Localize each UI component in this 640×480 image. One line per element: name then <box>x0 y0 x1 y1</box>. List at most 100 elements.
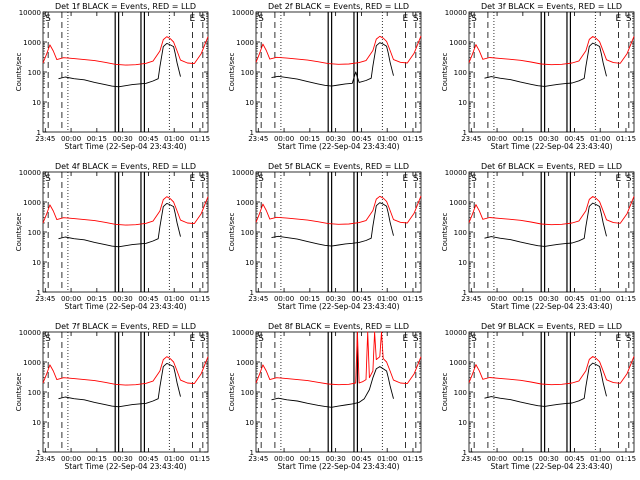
series-line-lld <box>42 356 209 386</box>
series-line-lld <box>42 196 209 226</box>
x-tick-label: 01:00 <box>590 135 610 143</box>
marker-letter: S <box>471 14 477 24</box>
panel-6: Det 6f BLACK = Events, RED = LLD 1 10 100 10… <box>441 162 636 311</box>
y-tick-label: 10 <box>458 99 467 107</box>
series-line-events <box>271 42 394 87</box>
marker-letter: S <box>200 334 206 344</box>
y-axis-label: Counts/sec <box>15 53 23 92</box>
x-tick-label: 00:15 <box>87 135 107 143</box>
y-tick-label: 1 <box>37 289 41 297</box>
marker-letter: E <box>616 14 622 24</box>
x-tick-label: 00:30 <box>326 455 346 463</box>
marker-letter: S <box>258 174 264 184</box>
marker-letter: E <box>616 334 622 344</box>
x-tick-label: 01:15 <box>190 455 210 463</box>
series-line-lld <box>255 35 422 65</box>
y-tick-label: 1 <box>463 449 467 457</box>
marker-letter: S <box>626 174 632 184</box>
x-tick-label: 01:00 <box>164 135 184 143</box>
marker-letter: S <box>200 174 206 184</box>
x-tick-label: 00:15 <box>87 455 107 463</box>
x-tick-label: 00:30 <box>539 295 559 303</box>
y-tick-label: 1000 <box>23 359 41 367</box>
marker-letter: S <box>626 334 632 344</box>
y-axis-label: Counts/sec <box>228 213 236 252</box>
series-line-events <box>58 42 181 88</box>
y-tick-label: 1 <box>37 449 41 457</box>
x-tick-label: 00:15 <box>300 295 320 303</box>
x-tick-label: 00:45 <box>351 455 371 463</box>
marker-letter: S <box>413 14 419 24</box>
x-axis-label: Start Time (22-Sep-04 23:43:40) <box>491 302 613 311</box>
y-tick-label: 1 <box>250 449 254 457</box>
marker-letter: S <box>45 334 51 344</box>
y-tick-label: 100 <box>241 229 254 237</box>
x-tick-label: 01:00 <box>164 295 184 303</box>
y-tick-label: 10 <box>245 259 254 267</box>
x-tick-label: 23:45 <box>35 455 55 463</box>
y-tick-label: 10000 <box>232 9 254 17</box>
x-tick-label: 01:15 <box>403 455 423 463</box>
x-tick-label: 00:00 <box>487 455 507 463</box>
x-tick-label: 23:45 <box>461 455 481 463</box>
x-tick-label: 00:00 <box>274 455 294 463</box>
x-tick-label: 00:30 <box>326 295 346 303</box>
marker-letter: E <box>190 174 196 184</box>
marker-letter: S <box>258 14 264 24</box>
y-axis-label: Counts/sec <box>228 373 236 412</box>
panel-title: Det 1f BLACK = Events, RED = LLD <box>55 2 196 11</box>
marker-letter: S <box>45 14 51 24</box>
y-tick-label: 100 <box>28 69 41 77</box>
x-tick-label: 01:15 <box>190 295 210 303</box>
y-axis-label: Counts/sec <box>15 213 23 252</box>
y-tick-label: 10000 <box>232 329 254 337</box>
x-tick-label: 00:45 <box>138 135 158 143</box>
x-tick-label: 00:30 <box>326 135 346 143</box>
x-tick-label: 00:15 <box>300 455 320 463</box>
x-tick-label: 01:15 <box>190 135 210 143</box>
y-tick-label: 10 <box>32 419 41 427</box>
marker-letter: S <box>413 334 419 344</box>
x-tick-label: 00:45 <box>138 295 158 303</box>
x-tick-label: 00:00 <box>274 135 294 143</box>
x-tick-label: 00:15 <box>300 135 320 143</box>
y-tick-label: 1 <box>463 129 467 137</box>
x-tick-label: 23:45 <box>461 135 481 143</box>
series-line-lld <box>468 356 635 386</box>
x-tick-label: 01:15 <box>403 135 423 143</box>
y-tick-label: 1 <box>250 129 254 137</box>
x-axis-label: Start Time (22-Sep-04 23:43:40) <box>278 462 400 471</box>
x-tick-label: 00:30 <box>113 135 133 143</box>
y-tick-label: 100 <box>28 229 41 237</box>
x-tick-label: 00:45 <box>564 135 584 143</box>
x-tick-label: 00:30 <box>539 135 559 143</box>
panel-title: Det 8f BLACK = Events, RED = LLD <box>268 322 409 331</box>
series-line-lld <box>255 331 422 386</box>
marker-letter: E <box>616 174 622 184</box>
y-tick-label: 10000 <box>445 9 467 17</box>
panel-title: Det 6f BLACK = Events, RED = LLD <box>481 162 622 171</box>
y-tick-label: 10 <box>32 99 41 107</box>
x-tick-label: 01:15 <box>616 455 636 463</box>
x-tick-label: 00:45 <box>351 135 371 143</box>
panel-9: Det 9f BLACK = Events, RED = LLD 1 10 100 10… <box>441 322 636 471</box>
x-tick-label: 01:15 <box>616 295 636 303</box>
y-tick-label: 1000 <box>23 39 41 47</box>
marker-letter: E <box>403 334 409 344</box>
marker-letter: S <box>471 334 477 344</box>
y-tick-label: 100 <box>28 389 41 397</box>
y-tick-label: 10000 <box>19 329 41 337</box>
x-tick-label: 00:45 <box>138 455 158 463</box>
series-line-lld <box>42 36 209 66</box>
x-tick-label: 01:00 <box>590 455 610 463</box>
x-tick-label: 00:30 <box>113 455 133 463</box>
panel-8: Det 8f BLACK = Events, RED = LLD 1 10 100 10… <box>228 322 423 471</box>
panel-5: Det 5f BLACK = Events, RED = LLD 1 10 100 10… <box>228 162 423 311</box>
x-tick-label: 23:45 <box>461 295 481 303</box>
y-tick-label: 10 <box>458 259 467 267</box>
series-line-lld <box>255 195 422 225</box>
y-tick-label: 10000 <box>445 329 467 337</box>
y-tick-label: 10 <box>245 419 254 427</box>
panel-title: Det 4f BLACK = Events, RED = LLD <box>55 162 196 171</box>
y-axis-label: Counts/sec <box>441 373 449 412</box>
